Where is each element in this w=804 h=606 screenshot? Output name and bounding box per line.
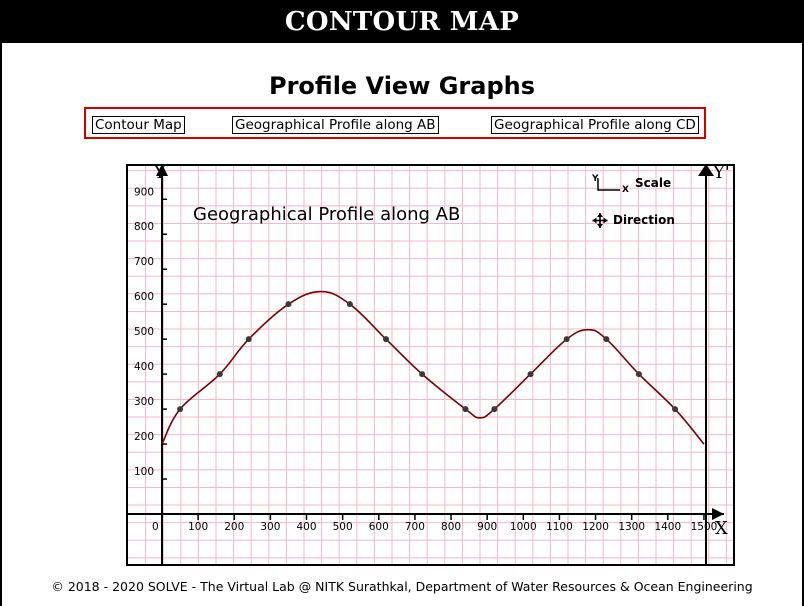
scale-icon: [597, 178, 620, 191]
x-tick-label: 500: [333, 521, 353, 533]
x-axis-arrow: [712, 508, 724, 520]
profile-points: [177, 301, 679, 413]
y-tick-label: 700: [134, 256, 154, 268]
data-point: [216, 371, 223, 378]
data-point: [346, 301, 353, 308]
y-axis-label: Y: [153, 164, 167, 183]
graph-nav: Contour Map Geographical Profile along A…: [84, 107, 706, 139]
data-point: [285, 301, 292, 308]
x-tick-label: 0: [152, 521, 159, 533]
x-tick-label: 1500: [691, 521, 718, 533]
x-tick-label: 600: [369, 521, 389, 533]
y-tick-label: 600: [134, 291, 154, 303]
frame-border-left: [0, 43, 2, 606]
data-point: [177, 406, 184, 413]
direction-label: Direction: [613, 213, 675, 227]
scale-y-letter: Y: [591, 174, 599, 184]
footer-text: © 2018 - 2020 SOLVE - The Virtual Lab @ …: [51, 579, 753, 594]
data-point: [462, 406, 469, 413]
profile-curve: [161, 290, 705, 445]
y-axis-arrow: [156, 164, 168, 176]
profile-cd-button[interactable]: Geographical Profile along CD: [491, 116, 699, 134]
x-tick-label: 1000: [510, 521, 537, 533]
x-tick-label: 700: [405, 521, 425, 533]
plot-border: [126, 164, 735, 566]
x-tick-label: 1300: [618, 521, 645, 533]
x-axis-label: X: [715, 518, 728, 539]
header-bar: CONTOUR MAP: [0, 0, 804, 43]
profile-chart: 0 100 200 300 400 500 600 700 800 900 1000 1100 1200…: [126, 162, 735, 566]
x-tick-label: 1400: [654, 521, 681, 533]
y-tick-label: 800: [134, 221, 154, 233]
profile-ab-button[interactable]: Geographical Profile along AB: [232, 116, 439, 134]
frame-border-right: [802, 43, 804, 606]
data-point: [635, 371, 642, 378]
grid-lines: [128, 166, 733, 564]
contour-map-button[interactable]: Contour Map: [92, 116, 185, 134]
axis-ticks: 0 100 200 300 400 500 600 700 800 900 1000 1100 1200…: [134, 186, 717, 533]
x-tick-label: 100: [188, 521, 208, 533]
x-tick-label: 800: [441, 521, 461, 533]
x-tick-label: 1200: [582, 521, 609, 533]
y-tick-label: 100: [134, 466, 154, 478]
scale-label: Scale: [635, 176, 671, 190]
y-tick-label: 200: [134, 431, 154, 443]
data-point: [672, 406, 679, 413]
data-point: [527, 371, 534, 378]
direction-legend[interactable]: Direction: [592, 213, 675, 228]
profile-graph: 0 100 200 300 400 500 600 700 800 900 1000 1100 1200…: [126, 162, 735, 566]
data-point: [419, 371, 426, 378]
y-tick-label: 900: [134, 186, 154, 198]
move-arrows-icon: [592, 213, 608, 228]
x-tick-label: 300: [260, 521, 280, 533]
graph-heading: Geographical Profile along AB: [193, 204, 460, 225]
data-point: [563, 336, 570, 343]
app-title: CONTOUR MAP: [284, 6, 520, 37]
data-point: [491, 406, 498, 413]
y-prime-axis-arrow: [698, 164, 714, 176]
scale-legend: Y X Scale: [591, 174, 671, 195]
data-point: [245, 336, 252, 343]
data-point: [603, 336, 610, 343]
x-tick-label: 400: [296, 521, 316, 533]
scale-x-letter: X: [622, 185, 629, 195]
data-point: [383, 336, 390, 343]
y-prime-axis-label: Y': [712, 164, 730, 183]
axes: [128, 164, 724, 564]
page-title: Profile View Graphs: [268, 72, 536, 100]
x-tick-label: 200: [224, 521, 244, 533]
y-tick-label: 500: [134, 326, 154, 338]
x-tick-label: 1100: [546, 521, 573, 533]
y-tick-label: 300: [134, 396, 154, 408]
x-tick-label: 900: [477, 521, 497, 533]
y-tick-label: 400: [134, 361, 154, 373]
